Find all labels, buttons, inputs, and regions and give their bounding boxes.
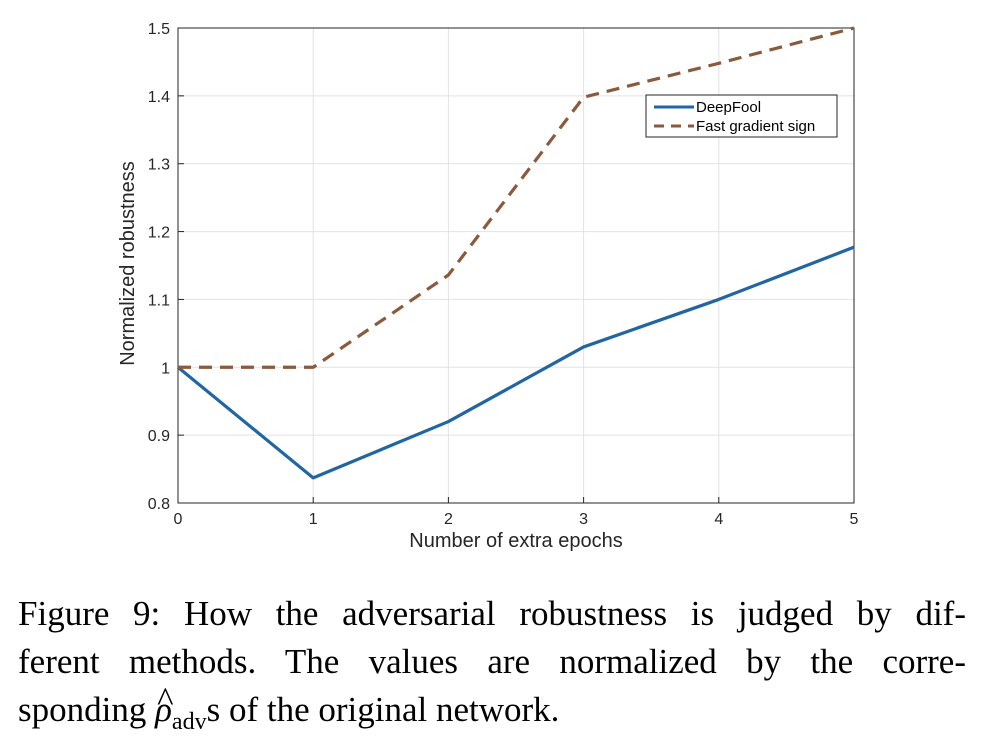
y-axis-label: Normalized robustness (117, 161, 139, 366)
y-tick-label: 1 (161, 360, 170, 377)
caption-line-3-start: sponding (18, 690, 155, 729)
legend: DeepFool Fast gradient sign (646, 95, 837, 137)
y-tick-label: 0.8 (148, 496, 170, 513)
x-tick-label: 0 (174, 511, 183, 528)
y-tick-label: 1.5 (148, 21, 170, 38)
deepfool-line (178, 247, 854, 478)
y-tick-label: 1.3 (148, 157, 170, 174)
rho-symbol: ρ ^ (155, 690, 172, 729)
legend-label: DeepFool (696, 99, 761, 116)
x-tick-labels: 0 1 2 3 4 5 (174, 511, 859, 528)
line-chart: 0 1 2 3 4 5 0.8 0.9 1 1.1 1.2 1.3 1.4 1.5 DeepFool Fa… (0, 0, 983, 580)
fast-gradient-sign-line (178, 28, 854, 367)
figure-caption: Figure 9: How the adversarial robustness… (18, 590, 966, 738)
y-tick-label: 1.2 (148, 225, 170, 242)
x-tick-label: 4 (714, 511, 723, 528)
y-tick-label: 1.1 (148, 292, 170, 309)
caption-line-3-end: s of the original network. (207, 690, 560, 729)
x-tick-label: 5 (850, 511, 859, 528)
rho-subscript: adv (172, 709, 207, 735)
x-tick-label: 2 (444, 511, 453, 528)
x-tick-label: 3 (579, 511, 588, 528)
caption-line-1: Figure 9: How the adversarial robustness… (18, 590, 966, 638)
caption-line-3: sponding ρ ^ advs of the original network. (18, 686, 966, 738)
legend-label: Fast gradient sign (696, 118, 815, 135)
y-tick-label: 1.4 (148, 89, 170, 106)
x-tick-label: 1 (309, 511, 318, 528)
y-tick-labels: 0.8 0.9 1 1.1 1.2 1.3 1.4 1.5 (148, 21, 170, 513)
y-tick-label: 0.9 (148, 428, 170, 445)
x-axis-label: Number of extra epochs (409, 530, 622, 552)
